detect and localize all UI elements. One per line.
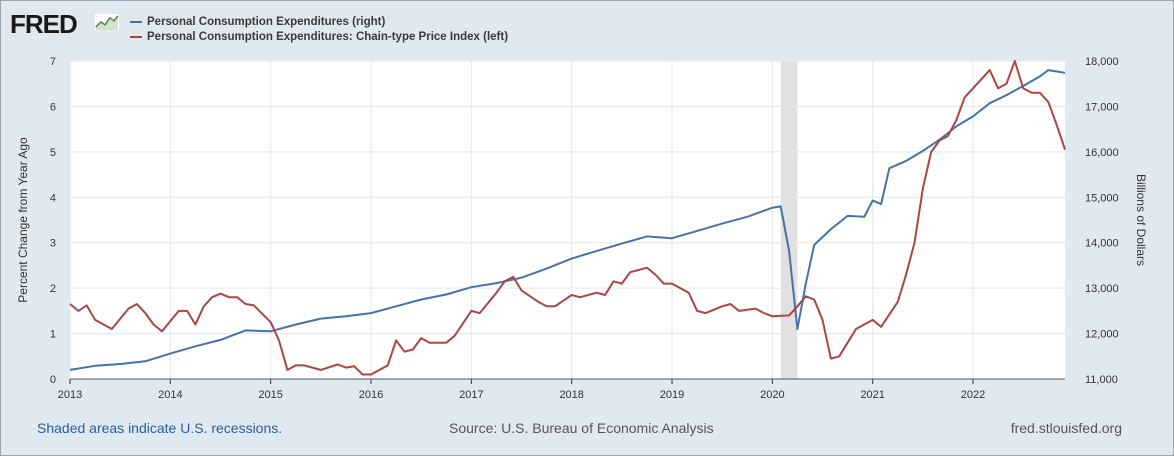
legend: Personal Consumption Expenditures (right… <box>130 14 508 44</box>
y-right-tick-label: 17,000 <box>1085 101 1119 113</box>
x-tick-label: 2020 <box>760 389 784 401</box>
x-tick-label: 2021 <box>860 389 884 401</box>
y-right-axis-title: Billions of Dollars <box>1134 174 1148 266</box>
y-left-tick-label: 6 <box>50 101 56 113</box>
y-left-tick-label: 2 <box>50 283 56 295</box>
legend-label-pce-price-index: Personal Consumption Expenditures: Chain… <box>147 30 509 43</box>
fred-url-link[interactable]: fred.stlouisfed.org <box>1010 420 1122 436</box>
y-left-tick-label: 3 <box>50 238 56 250</box>
legend-item-pce[interactable]: Personal Consumption Expenditures (right… <box>130 14 508 29</box>
y-right-tick-label: 12,000 <box>1085 329 1119 341</box>
series-line-pce-price-index <box>69 60 1066 376</box>
fred-logo[interactable]: FRED <box>10 9 78 39</box>
y-left-tick-label: 0 <box>50 374 56 386</box>
y-right-tick-label: 11,000 <box>1085 374 1118 386</box>
legend-label-pce: Personal Consumption Expenditures (right… <box>147 15 386 28</box>
y-right-tick-label: 15,000 <box>1085 192 1119 204</box>
x-tick-label: 2019 <box>660 389 684 401</box>
x-tick-label: 2014 <box>158 389 182 401</box>
legend-swatch-pce-price-index <box>130 35 142 38</box>
x-tick-label: 2022 <box>961 389 985 401</box>
y-left-tick-label: 4 <box>50 192 56 204</box>
legend-swatch-pce <box>130 20 142 23</box>
x-tick-label: 2017 <box>459 389 483 401</box>
y-left-tick-label: 5 <box>50 147 56 159</box>
y-left-tick-label: 7 <box>50 56 56 68</box>
recession-shade <box>780 61 798 379</box>
y-left-axis-title: Percent Change from Year Ago <box>16 137 30 303</box>
y-right-tick-label: 14,000 <box>1085 238 1119 250</box>
y-right-tick-label: 13,000 <box>1085 283 1119 295</box>
plot-area <box>70 61 1065 379</box>
y-right-tick-label: 18,000 <box>1085 56 1119 68</box>
x-tick-label: 2015 <box>258 389 282 401</box>
x-tick-label: 2016 <box>359 389 383 401</box>
series-line-pce <box>69 69 1066 371</box>
y-right-tick-label: 16,000 <box>1085 147 1119 159</box>
x-tick-label: 2018 <box>559 389 583 401</box>
recession-note: Shaded areas indicate U.S. recessions. <box>37 420 283 436</box>
fred-logo-graph-icon <box>94 13 120 31</box>
y-left-tick-label: 1 <box>50 329 56 341</box>
x-tick-label: 2013 <box>58 389 82 401</box>
legend-item-pce-price-index[interactable]: Personal Consumption Expenditures: Chain… <box>130 29 508 44</box>
source-note: Source: U.S. Bureau of Economic Analysis <box>449 420 714 436</box>
